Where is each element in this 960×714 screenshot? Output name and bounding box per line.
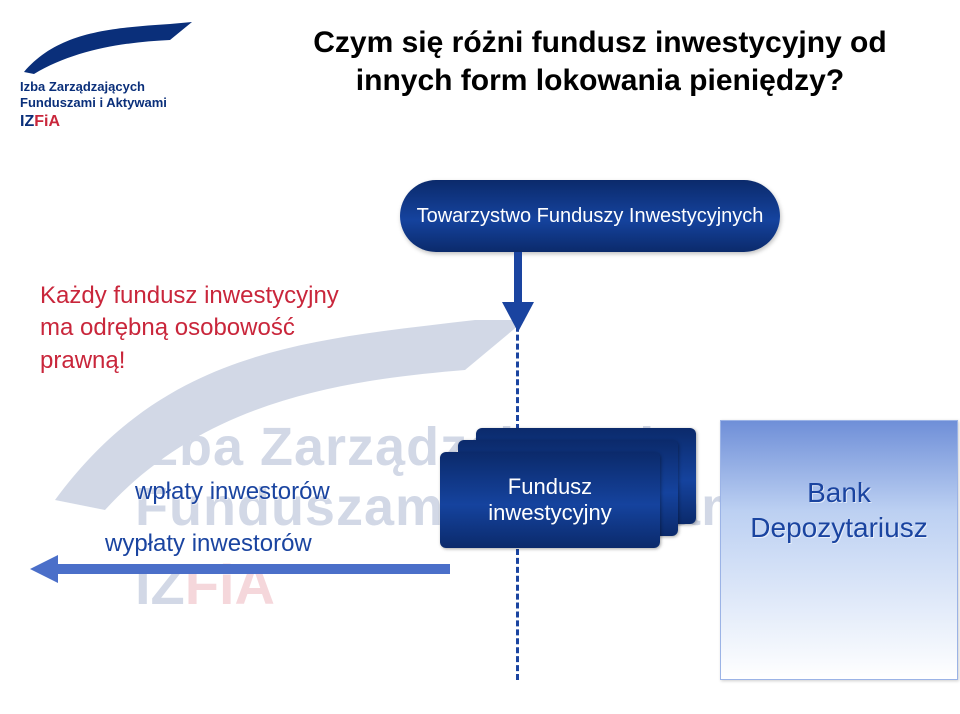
bank-label: Bank Depozytariusz xyxy=(750,475,927,545)
tfi-label: Towarzystwo Funduszy Inwestycyjnych xyxy=(417,205,764,228)
bank-line2: Depozytariusz xyxy=(750,512,927,543)
note-line3: prawną! xyxy=(40,347,125,374)
fund-label-line1: Fundusz xyxy=(508,474,592,500)
bank-node: Bank Depozytariusz xyxy=(720,420,958,680)
tfi-node: Towarzystwo Funduszy Inwestycyjnych xyxy=(400,180,780,252)
title-line2: innych form lokowania pieniędzy? xyxy=(356,64,844,97)
slide-root: Izba Zarządzających Funduszami i Aktywam… xyxy=(0,0,960,714)
logo-swoosh-icon xyxy=(20,20,200,78)
bank-line1: Bank xyxy=(807,477,871,508)
title-line1: Czym się różni fundusz inwestycyjny od xyxy=(313,26,886,59)
arrow-left-icon xyxy=(30,555,450,583)
wyplaty-label: wypłaty inwestorów xyxy=(105,530,312,558)
fund-card-front: Fundusz inwestycyjny xyxy=(440,452,660,548)
fund-stack: Fundusz inwestycyjny xyxy=(440,452,700,572)
note-line2: ma odrębną osobowość xyxy=(40,314,295,341)
fund-label-line2: inwestycyjny xyxy=(488,500,611,526)
wplaty-label: wpłaty inwestorów xyxy=(135,478,330,506)
logo-line2: Funduszami i Aktywami xyxy=(20,96,200,110)
logo-iz: IZ xyxy=(20,113,34,130)
logo-fia: FiA xyxy=(34,113,60,130)
note-line1: Każdy fundusz inwestycyjny xyxy=(40,282,339,309)
logo-line1: Izba Zarządzających xyxy=(20,80,200,94)
page-title: Czym się różni fundusz inwestycyjny od i… xyxy=(280,24,920,99)
logo-acronym: IZFiA xyxy=(20,113,200,131)
izfia-logo: Izba Zarządzających Funduszami i Aktywam… xyxy=(20,20,200,131)
legal-note: Każdy fundusz inwestycyjny ma odrębną os… xyxy=(40,280,370,377)
